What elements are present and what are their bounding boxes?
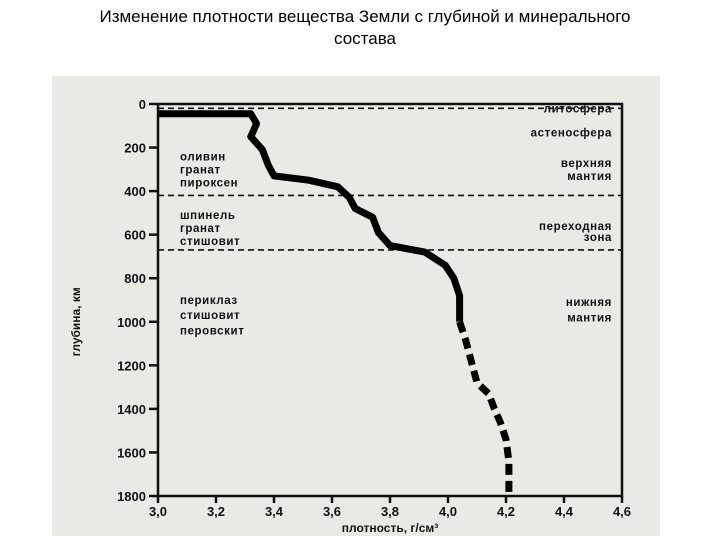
y-tick-label-7: 1400 <box>117 402 146 417</box>
x-tick-label-6: 4,2 <box>497 504 515 519</box>
mineral-label-0: оливин <box>180 151 226 163</box>
x-tick-label-5: 4,0 <box>439 504 457 519</box>
y-tick-label-0: 0 <box>139 97 146 112</box>
slide-title-line-1: Изменение плотности вещества Земли с глу… <box>99 7 631 26</box>
y-tick-label-8: 1600 <box>117 445 146 460</box>
y-axis-title: глубина, км <box>69 287 83 356</box>
layer-label-3: мантия <box>567 171 612 183</box>
x-tick-label-0: 3,0 <box>149 504 167 519</box>
layer-label-5: зона <box>584 232 612 244</box>
x-axis-title: плотность, г/см³ <box>342 521 439 535</box>
density-curve-solid-0 <box>158 110 464 322</box>
mineral-label-5: стишовит <box>180 236 240 248</box>
y-tick-label-2: 400 <box>124 184 146 199</box>
mineral-label-7: стишовит <box>180 310 240 322</box>
x-tick-label-3: 3,6 <box>323 504 341 519</box>
x-tick-label-8: 4,6 <box>613 504 631 519</box>
layer-label-2: верхняя <box>561 158 612 170</box>
mineral-label-4: гранат <box>180 223 221 235</box>
y-tick-label-6: 1200 <box>117 358 146 373</box>
y-tick-label-3: 600 <box>124 228 146 243</box>
mineral-label-8: перовскит <box>180 325 244 337</box>
mineral-label-6: периклаз <box>180 295 238 307</box>
slide-title-line-2: состава <box>334 29 396 48</box>
density-curve-dashed-1 <box>456 320 513 496</box>
y-tick-label-4: 800 <box>124 271 146 286</box>
y-tick-label-9: 1800 <box>117 489 146 504</box>
mineral-label-3: шпинель <box>180 210 236 222</box>
layer-label-0: литосфера <box>544 103 612 115</box>
mineral-label-1: гранат <box>180 164 221 176</box>
slide-title: Изменение плотности вещества Земли с глу… <box>40 6 690 50</box>
x-tick-label-1: 3,2 <box>207 504 225 519</box>
layer-label-6: нижняя <box>566 297 612 309</box>
x-tick-label-2: 3,4 <box>265 504 284 519</box>
y-tick-label-5: 1000 <box>117 315 146 330</box>
layer-label-1: астеносфера <box>531 127 612 139</box>
scanned-figure-background <box>52 76 660 536</box>
x-tick-label-7: 4,4 <box>555 504 574 519</box>
mineral-label-2: пироксен <box>180 177 238 189</box>
x-tick-label-4: 3,8 <box>381 504 399 519</box>
y-tick-label-1: 200 <box>124 141 146 156</box>
layer-label-7: мантия <box>567 312 612 324</box>
layer-label-4: переходная <box>539 221 612 233</box>
